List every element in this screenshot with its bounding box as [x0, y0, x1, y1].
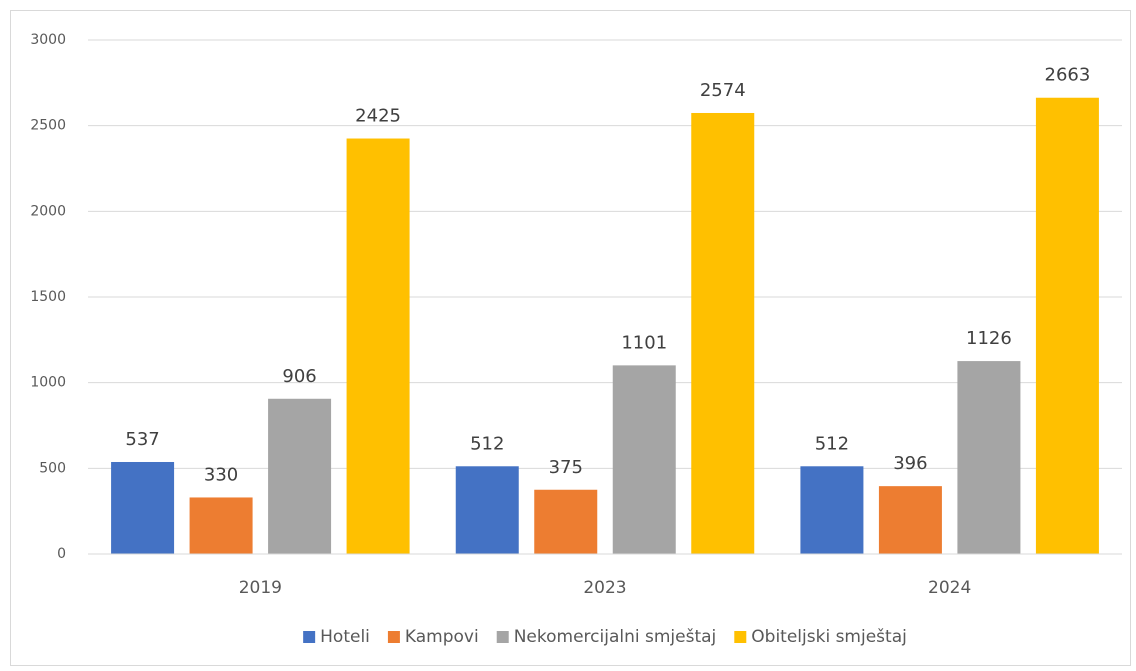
bar: [878, 486, 942, 554]
y-tick-label: 0: [57, 546, 66, 562]
data-label: 2663: [1045, 65, 1091, 86]
data-label: 537: [125, 429, 159, 450]
data-label: 1101: [621, 332, 667, 353]
bar: [455, 466, 519, 554]
data-label: 375: [549, 457, 583, 478]
legend-swatch: [734, 631, 747, 643]
data-label: 2574: [700, 80, 746, 101]
chart-frame: [10, 10, 1131, 666]
legend-label: Kampovi: [405, 627, 479, 647]
y-tick-label: 500: [39, 460, 66, 476]
data-label: 2425: [355, 106, 401, 127]
bar: [800, 466, 864, 554]
bar: [612, 365, 676, 554]
legend-swatch: [303, 631, 316, 643]
bar: [957, 361, 1021, 554]
y-tick-label: 2000: [30, 203, 66, 219]
bar: [534, 489, 598, 554]
bar: [691, 112, 755, 554]
y-tick-label: 1000: [30, 375, 66, 391]
x-tick-label: 2019: [239, 578, 282, 598]
x-tick-label: 2023: [583, 578, 626, 598]
data-label: 396: [893, 453, 927, 474]
legend-label: Hoteli: [320, 627, 370, 647]
bar: [346, 138, 410, 554]
bar: [268, 398, 332, 554]
bar: [111, 461, 175, 554]
x-tick-label: 2024: [928, 578, 971, 598]
legend-swatch: [496, 631, 509, 643]
bar: [1035, 97, 1099, 555]
bar: [189, 497, 253, 554]
legend-swatch: [387, 631, 400, 643]
data-label: 512: [815, 433, 849, 454]
data-label: 512: [470, 433, 504, 454]
data-label: 906: [282, 366, 316, 387]
legend-label: Nekomercijalni smještaj: [514, 627, 717, 647]
data-label: 1126: [966, 328, 1012, 349]
y-tick-label: 2500: [30, 118, 66, 134]
data-label: 330: [204, 464, 238, 485]
y-tick-label: 3000: [30, 32, 66, 48]
y-tick-label: 1500: [30, 289, 66, 305]
legend-label: Obiteljski smještaj: [751, 627, 907, 647]
